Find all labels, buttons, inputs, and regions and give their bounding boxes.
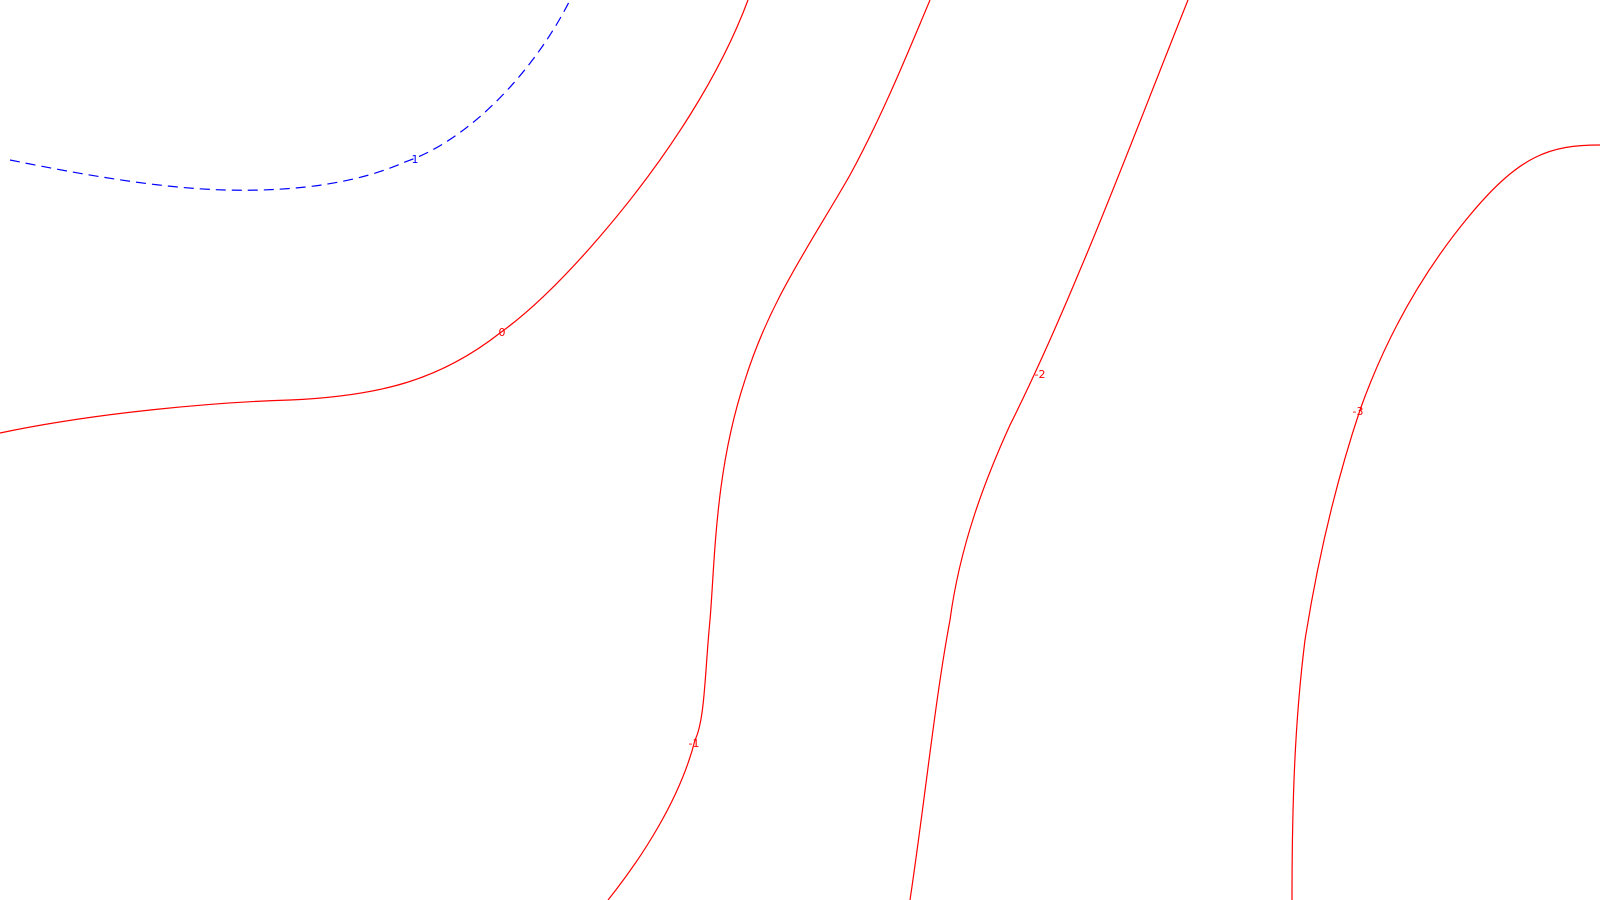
contour-label-level-1: 1 bbox=[412, 153, 419, 166]
contour-label-level-neg2: -2 bbox=[1035, 368, 1046, 381]
contour-line-level-neg2 bbox=[909, 0, 1189, 900]
contour-line-level-0 bbox=[0, 0, 749, 434]
contour-label-level-neg1: -1 bbox=[689, 737, 700, 750]
contour-line-level-neg1 bbox=[607, 0, 931, 900]
contour-label-level-neg3: -3 bbox=[1353, 405, 1364, 418]
contour-line-level-1 bbox=[9, 0, 571, 191]
contour-label-level-0: 0 bbox=[499, 326, 506, 339]
contour-line-level-neg3 bbox=[1291, 144, 1600, 900]
